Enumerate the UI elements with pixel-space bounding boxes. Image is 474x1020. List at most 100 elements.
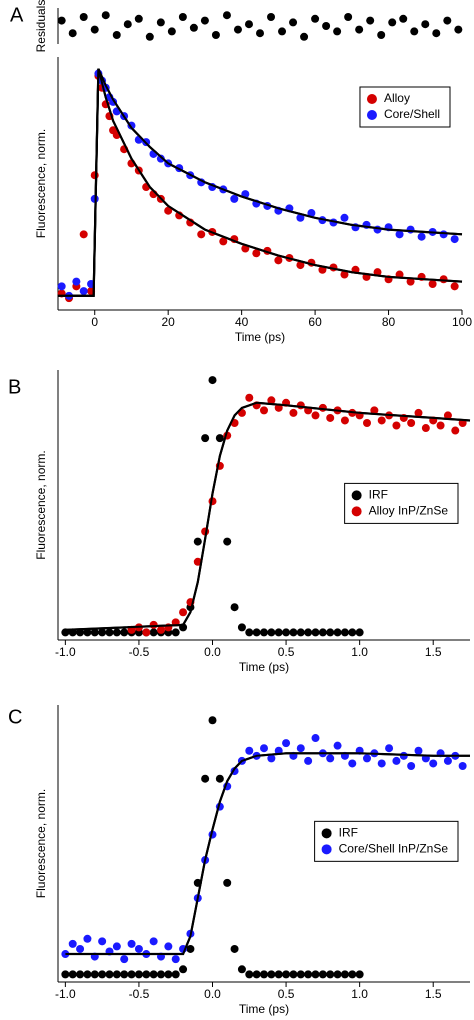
data-point bbox=[223, 878, 232, 887]
data-point bbox=[443, 756, 452, 765]
data-point bbox=[230, 944, 239, 953]
data-point bbox=[377, 416, 386, 425]
data-point bbox=[348, 970, 357, 979]
data-point bbox=[83, 934, 92, 943]
data-point bbox=[274, 256, 283, 265]
data-point bbox=[318, 628, 327, 637]
data-point bbox=[282, 628, 291, 637]
y-axis-label: Fluorescence, norm. bbox=[34, 129, 48, 238]
data-point bbox=[134, 14, 143, 23]
data-point bbox=[388, 18, 397, 27]
data-point bbox=[274, 403, 283, 412]
data-point bbox=[68, 970, 77, 979]
data-point bbox=[230, 194, 239, 203]
data-point bbox=[322, 22, 331, 30]
data-point bbox=[215, 774, 224, 783]
data-point bbox=[201, 774, 210, 783]
data-point bbox=[406, 225, 415, 234]
data-point bbox=[429, 759, 438, 768]
data-point bbox=[407, 418, 416, 427]
data-point bbox=[164, 970, 173, 979]
y-axis-label: Fluorescence, norm. bbox=[34, 789, 48, 898]
data-point bbox=[83, 970, 92, 979]
data-point bbox=[219, 237, 228, 246]
data-point bbox=[450, 282, 459, 291]
data-point bbox=[127, 970, 136, 979]
x-tick-label: 1.0 bbox=[351, 645, 368, 659]
panel-label: B bbox=[8, 376, 21, 398]
x-tick-label: -0.5 bbox=[129, 645, 150, 659]
data-point bbox=[421, 424, 430, 433]
data-point bbox=[157, 625, 165, 634]
data-point bbox=[112, 628, 121, 637]
data-point bbox=[296, 628, 305, 637]
data-point bbox=[385, 744, 394, 753]
data-point bbox=[244, 20, 253, 29]
data-point bbox=[142, 628, 151, 637]
data-point bbox=[344, 13, 353, 21]
data-point bbox=[230, 603, 239, 612]
data-point bbox=[105, 970, 114, 979]
data-point bbox=[237, 965, 246, 974]
data-point bbox=[61, 970, 70, 979]
panel-label: C bbox=[8, 706, 22, 728]
data-point bbox=[76, 628, 85, 637]
data-point bbox=[76, 944, 85, 953]
y-axis-label: Residuals bbox=[34, 0, 48, 52]
data-point bbox=[274, 628, 283, 637]
legend-marker bbox=[366, 110, 377, 120]
data-point bbox=[355, 25, 364, 34]
data-point bbox=[289, 970, 298, 979]
data-point bbox=[458, 761, 467, 770]
data-point bbox=[112, 942, 121, 951]
data-point bbox=[260, 628, 268, 637]
data-point bbox=[311, 411, 320, 420]
data-point bbox=[245, 628, 254, 637]
data-point bbox=[189, 23, 198, 32]
data-point bbox=[222, 11, 231, 20]
data-point bbox=[98, 970, 107, 979]
data-point bbox=[208, 716, 217, 725]
data-point bbox=[311, 734, 320, 743]
data-point bbox=[311, 14, 320, 23]
data-point bbox=[370, 406, 379, 415]
data-point bbox=[156, 18, 165, 27]
x-tick-label: 40 bbox=[235, 315, 249, 329]
data-point bbox=[377, 31, 386, 39]
legend-box bbox=[359, 86, 451, 128]
legend-marker bbox=[366, 94, 377, 104]
data-point bbox=[340, 213, 349, 222]
data-point bbox=[296, 213, 305, 222]
data-point bbox=[179, 965, 188, 974]
data-point bbox=[156, 154, 165, 163]
data-point bbox=[171, 970, 180, 979]
data-point bbox=[296, 261, 305, 270]
data-point bbox=[326, 754, 335, 763]
data-point bbox=[120, 955, 129, 964]
data-point bbox=[274, 746, 283, 755]
data-point bbox=[105, 628, 114, 637]
x-tick-label: 1.5 bbox=[425, 645, 442, 659]
x-tick-label: 0.0 bbox=[204, 645, 221, 659]
legend-label: Alloy bbox=[384, 91, 410, 105]
data-point bbox=[260, 744, 268, 753]
legend-marker bbox=[351, 490, 362, 501]
data-point bbox=[392, 421, 401, 430]
data-point bbox=[304, 756, 313, 765]
data-point bbox=[72, 277, 81, 286]
data-point bbox=[101, 11, 110, 20]
fit-line-overlay bbox=[58, 68, 463, 297]
data-point bbox=[142, 970, 151, 979]
data-point bbox=[267, 13, 276, 21]
data-point bbox=[373, 268, 382, 277]
data-point bbox=[68, 939, 77, 948]
data-point bbox=[274, 970, 283, 979]
data-point bbox=[245, 393, 254, 402]
data-point bbox=[300, 32, 309, 41]
data-point bbox=[79, 287, 88, 296]
x-tick-label: -0.5 bbox=[129, 987, 150, 1001]
y-axis-label: Fluorescence, norm. bbox=[34, 450, 48, 559]
data-point bbox=[215, 434, 224, 443]
data-point bbox=[157, 970, 165, 979]
data-point bbox=[414, 746, 423, 755]
